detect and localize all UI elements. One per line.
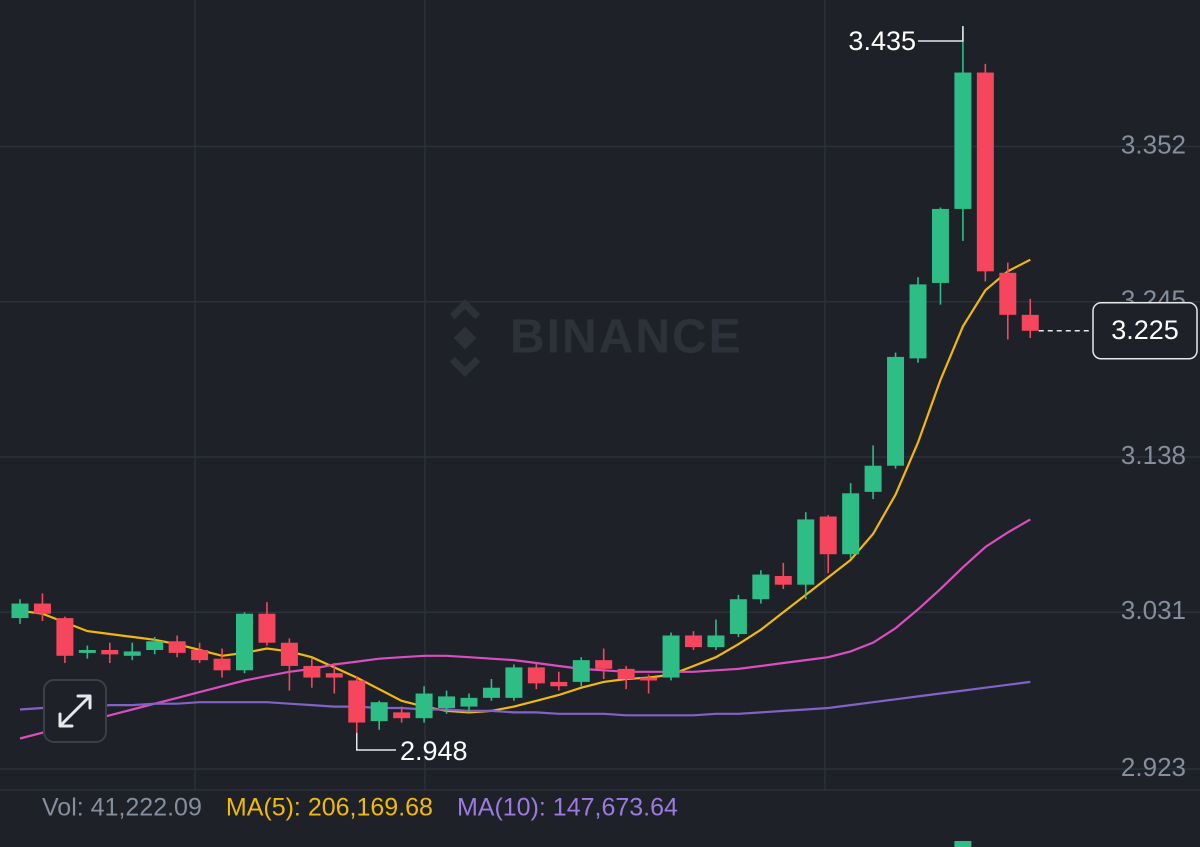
candle-body [56,618,74,656]
candle-body [370,702,388,722]
candle-body [640,677,658,681]
high-marker-line [918,26,964,42]
candle-body [976,72,994,272]
candle-body [505,667,523,698]
fullscreen-icon[interactable] [58,694,92,728]
y-tick-label: 3.031 [1121,595,1186,625]
candle-body [887,356,905,466]
candle-body [527,667,545,684]
candle-body [707,635,725,648]
candle-body [685,635,702,648]
candle-body [550,681,568,687]
candle-body [393,712,411,719]
candle-body [415,693,433,719]
candle-body [1021,314,1039,331]
y-tick-label: 3.138 [1121,440,1186,470]
watermark-text: BINANCE [510,311,743,364]
ma-line [19,258,1031,714]
candle-body [842,493,860,555]
y-tick-label: 3.352 [1121,129,1186,159]
fullscreen-button[interactable] [43,679,107,743]
candle-body [348,680,366,723]
volume-legend-item: Vol: 41,222.09 [42,794,202,822]
candle-body [33,603,51,614]
candle-body [819,516,837,555]
candle-body [662,635,680,678]
volume-legend-item: MA(10): 147,673.64 [457,794,678,822]
candle-body [236,613,253,671]
plot: 3.3523.2453.1383.0312.9233.4352.9483.225… [0,26,1200,847]
candle-body [438,696,456,709]
candle-body [954,72,972,209]
last-price-label: 3.225 [1111,315,1179,345]
candle-body [325,673,343,678]
volume-bar-edge [954,841,972,847]
candle-body [864,465,882,492]
candle-body [931,208,949,283]
candle-body [303,665,321,678]
low-marker-line [356,732,396,751]
y-tick-label: 2.923 [1121,752,1186,782]
candle-body [101,649,119,655]
candle-body [595,660,613,669]
candle-body [258,613,276,643]
candle-body [482,687,500,698]
candle-body [191,649,209,661]
candle-body [213,658,231,671]
candle-body [617,668,635,680]
candle-body [774,575,792,585]
low-marker-label: 2.948 [400,736,468,766]
candle-body [11,603,29,619]
candle-body [460,697,478,707]
candle-body [78,649,96,653]
candle-body [572,660,590,682]
last-price-box [1092,302,1198,360]
candle-body [797,519,815,585]
candle-body [729,599,747,635]
candle-body [280,642,298,666]
candle-body [168,641,186,653]
ma-line [19,518,1031,740]
candle-body [909,284,927,359]
candle-body [123,651,141,656]
candle-body [752,574,770,600]
high-marker-label: 3.435 [848,26,916,56]
candle-body [999,272,1017,315]
ma-line [19,680,1031,717]
candle-body [146,641,164,650]
volume-legend-item: MA(5): 206,169.68 [226,794,433,822]
